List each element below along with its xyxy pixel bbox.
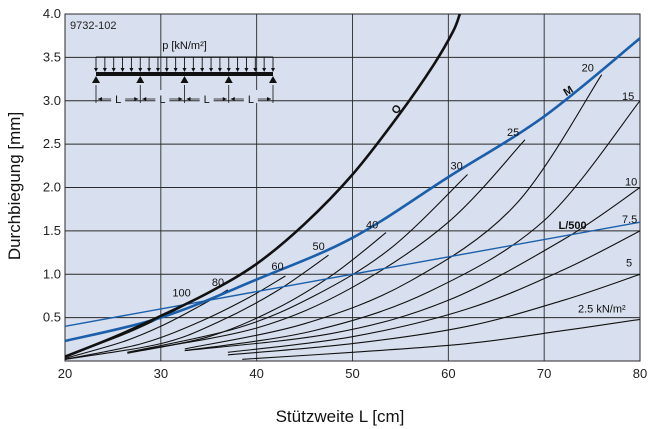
dimension-arrow: [267, 97, 271, 101]
load-curve: [227, 273, 640, 356]
load-curve-label: 2.5 kN/m²: [578, 303, 626, 315]
support: [92, 76, 100, 83]
x-axis-label: Stützweite L [cm]: [276, 407, 405, 426]
x-tick-label: 50: [345, 366, 359, 381]
support: [224, 76, 233, 83]
load-curve-label: 30: [451, 160, 463, 172]
beam: [96, 72, 273, 76]
load-curve: [227, 230, 640, 353]
load-arrow-head: [235, 68, 240, 72]
y-tick-label: 1.0: [43, 266, 61, 281]
main-curve-group: [65, 14, 640, 358]
support: [269, 76, 277, 83]
load-arrow-head: [271, 68, 275, 72]
span-label-bg: [111, 90, 126, 103]
load-curve: [184, 74, 603, 350]
x-tick-label: 70: [537, 366, 551, 381]
dimension-arrow: [134, 97, 139, 101]
load-diagram: p [kN/m²] L L L L: [92, 40, 277, 106]
load-arrow-head: [262, 68, 267, 72]
dimension-arrow: [230, 97, 235, 101]
load-curve: [184, 100, 640, 352]
load-curve: [131, 139, 526, 353]
q-curve: [65, 14, 462, 358]
dimension-arrow: [186, 97, 191, 101]
span-label-bg: [155, 90, 170, 103]
span-label: L: [159, 94, 165, 106]
y-tick-label: 2.0: [43, 180, 61, 195]
load-arrow-head: [226, 68, 231, 72]
load-arrow-head: [120, 68, 125, 72]
load-label: p [kN/m²]: [162, 40, 207, 52]
y-tick-label: 4.0: [43, 6, 61, 21]
load-curve: [184, 187, 640, 352]
load-arrow-head: [182, 68, 187, 72]
y-tick-label: 1.5: [43, 223, 61, 238]
load-arrow-head: [191, 68, 196, 72]
load-arrow-head: [217, 68, 222, 72]
load-curve-label: 20: [582, 63, 594, 75]
span-label-bg: [243, 90, 258, 103]
x-tick-label: 40: [249, 366, 263, 381]
load-curve-label: 40: [366, 220, 378, 232]
span-label: L: [248, 94, 254, 106]
load-curve-label: 15: [622, 91, 634, 103]
load-curve-label: 25: [507, 127, 519, 139]
dimension-arrow: [178, 97, 183, 101]
support: [136, 76, 145, 83]
l500-curve-label: L/500: [559, 220, 587, 232]
load-arrow-head: [164, 68, 169, 72]
load-arrow-head: [138, 68, 143, 72]
grid: [65, 14, 640, 361]
l500-curve: [65, 221, 640, 327]
load-arrow-head: [94, 68, 98, 72]
y-tick-label: 3.0: [43, 93, 61, 108]
x-tick-label: 60: [441, 366, 455, 381]
x-tick-label: 20: [58, 366, 72, 381]
load-curve: [242, 318, 640, 360]
load-arrow-head: [102, 68, 107, 72]
load-curve-label: 50: [313, 241, 325, 253]
load-arrow-head: [200, 68, 205, 72]
y-tick-label: 0.5: [43, 310, 61, 325]
load-curve: [127, 174, 468, 353]
load-arrow-head: [155, 68, 160, 72]
load-arrow-head: [129, 68, 134, 72]
load-curve: [65, 254, 329, 360]
load-curve-label: 100: [172, 287, 190, 299]
dimension-arrow: [222, 97, 227, 101]
load-arrow-head: [173, 68, 178, 72]
tick-labels: 20 30 40 50 60 70 80 0.5 1.0 1.5 2.0 2.5 3.0 3.5 4.0: [43, 6, 647, 381]
support: [180, 76, 189, 83]
load-arrow-head: [253, 68, 258, 72]
load-arrow-head: [111, 68, 116, 72]
span-label-bg: [199, 90, 214, 103]
y-axis-label: Durchbiegung [mm]: [5, 112, 24, 260]
load-curve-label: 80: [212, 277, 224, 289]
x-tick-label: 30: [154, 366, 168, 381]
x-tick-label: 80: [633, 366, 647, 381]
span-label: L: [204, 94, 210, 106]
figure-code: 9732-102: [70, 20, 117, 32]
dimension-arrow: [142, 97, 147, 101]
load-curve-label: 10: [625, 177, 637, 189]
y-tick-label: 2.5: [43, 136, 61, 151]
span-label: L: [115, 94, 121, 106]
load-arrow-head: [209, 68, 214, 72]
dimension-arrow: [98, 97, 102, 101]
load-curve-label: 60: [271, 261, 283, 273]
load-arrow-head: [147, 68, 152, 72]
y-tick-label: 3.5: [43, 49, 61, 64]
m-curve: [65, 37, 640, 343]
load-curve-label: 7.5: [622, 214, 637, 226]
load-curve-label: 5: [626, 257, 632, 269]
load-curves: [65, 74, 640, 360]
load-arrow-head: [244, 68, 249, 72]
